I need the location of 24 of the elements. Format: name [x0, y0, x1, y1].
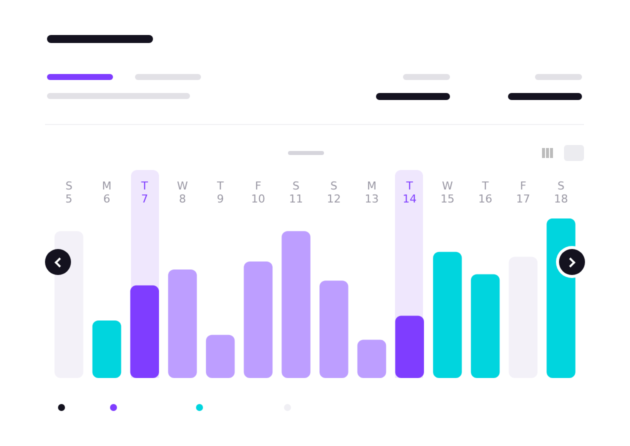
x-tick-label: M 13: [364, 179, 379, 206]
bar: [168, 269, 197, 378]
bar: [92, 320, 122, 378]
x-tick-label: F 17: [516, 179, 530, 206]
x-tick-label: S 12: [326, 179, 341, 206]
x-tick-label: S 5: [65, 179, 72, 206]
bar: [357, 340, 386, 378]
bar: [244, 261, 273, 378]
bar: [395, 316, 424, 378]
x-tick-label: F 10: [251, 179, 266, 206]
x-tick-label: S 18: [554, 179, 568, 206]
x-tick-label: T 14: [402, 179, 417, 206]
x-tick-label: T 7: [140, 179, 148, 206]
bar: [433, 252, 462, 378]
bar: [320, 280, 348, 378]
bar: [282, 231, 310, 378]
x-tick-label: T 9: [216, 179, 224, 206]
bar: [470, 274, 500, 378]
x-tick-label: M 6: [102, 179, 112, 206]
x-tick-label: W 8: [177, 179, 188, 206]
x-tick-label: T 16: [478, 179, 492, 206]
x-tick-label: S 11: [289, 179, 304, 206]
x-tick-label: W 15: [440, 179, 454, 206]
bar: [206, 334, 235, 378]
